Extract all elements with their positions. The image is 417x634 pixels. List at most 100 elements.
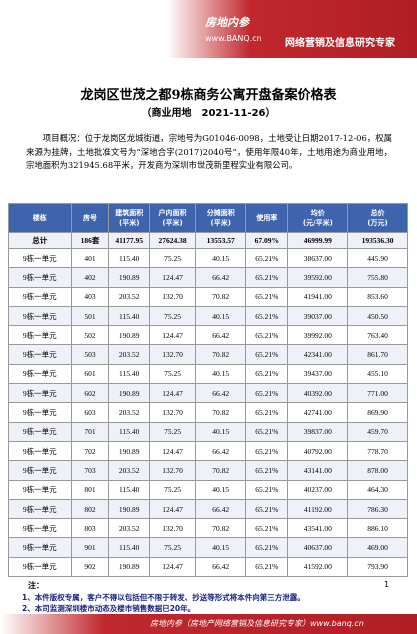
cell: 38637.00 xyxy=(287,247,349,269)
cell: 869.90 xyxy=(347,402,408,423)
cell: 503 xyxy=(70,344,110,365)
cell: 203.52 xyxy=(108,518,150,539)
cell: 203.52 xyxy=(108,460,150,481)
subtitle: （商业用地 2021-11-26） xyxy=(141,108,276,119)
cell: 42741.00 xyxy=(287,402,349,423)
cell: 755.80 xyxy=(347,267,408,288)
row: 9栋一单元 401 115.40 75.25 40.15 65.21% 38637.00 44… xyxy=(8,247,408,269)
cell: 203.52 xyxy=(108,344,150,365)
cell: 786.30 xyxy=(347,498,408,520)
row: 9栋一单元 601 115.40 75.25 40.15 65.21% 39437.00 45… xyxy=(8,363,408,385)
total-row: 总计 186套 41177.95 27624.38 13553.57 67.09% 4699… xyxy=(8,232,408,249)
row: 9栋一单元 402 190.89 124.47 66.42 65.21% 39592.00 7… xyxy=(8,267,408,288)
cell: 65.21% xyxy=(245,518,289,539)
cell: 132.70 xyxy=(148,402,197,423)
row: 9栋一单元 403 203.52 132.70 70.82 65.21% 41941.00 8… xyxy=(8,286,408,307)
cell: 403 xyxy=(70,286,110,307)
cell: 41592.00 xyxy=(287,556,349,578)
cell: 9栋一单元 xyxy=(8,363,72,385)
cell: 9栋一单元 xyxy=(8,498,72,520)
cell: 115.40 xyxy=(108,363,150,385)
cell: 39037.00 xyxy=(287,305,349,327)
cell: 886.10 xyxy=(347,518,408,539)
cell: 70.82 xyxy=(195,518,247,539)
note: 2、本司监测深圳楼市动态及楼市销售数据已20年。 xyxy=(22,604,196,613)
cell: 65.21% xyxy=(245,247,289,269)
cell: 115.40 xyxy=(108,479,150,500)
row: 9栋一单元 501 115.40 75.25 40.15 65.21% 39037.00 45… xyxy=(8,305,408,327)
slogan: 网络营销及信息研究专家 xyxy=(285,38,395,49)
row: 9栋一单元 503 203.52 132.70 70.82 65.21% 42341.00 8… xyxy=(8,344,408,365)
cell: 66.42 xyxy=(195,440,247,462)
row: 9栋一单元 803 203.52 132.70 70.82 65.21% 43541.00 8… xyxy=(8,518,408,539)
footer-banner xyxy=(0,614,417,634)
header-row: 楼栋 房号 建筑面积 (平米) 户内面积 (平米) 分摊面积 (平米) 使用率 均价 (元/… xyxy=(8,203,408,233)
price-table: 楼栋 房号 建筑面积 (平米) 户内面积 (平米) 分摊面积 (平米) 使用率 均价 (元/… xyxy=(8,203,408,578)
note: 1、本件版权专属，客户不得以包括但不限于转发、抄送等形式将本件向第三方泄露。 xyxy=(22,593,305,602)
header-banner xyxy=(0,0,417,58)
cell: 603 xyxy=(70,402,110,423)
cell: 75.25 xyxy=(148,247,197,269)
cell: 702 xyxy=(70,440,110,462)
cell: 9栋一单元 xyxy=(8,383,72,404)
cell: 115.40 xyxy=(108,537,150,558)
cell: 40.15 xyxy=(195,363,247,385)
cell: 40.15 xyxy=(195,305,247,327)
cell: 190.89 xyxy=(108,383,150,404)
cell: 70.82 xyxy=(195,344,247,365)
cell: 9栋一单元 xyxy=(8,537,72,558)
cell: 41177.95 xyxy=(108,232,150,249)
cell: 65.21% xyxy=(245,440,289,462)
cell: 65.21% xyxy=(245,267,289,288)
cell: 203.52 xyxy=(108,402,150,423)
cell: 40237.00 xyxy=(287,479,349,500)
cell: 853.60 xyxy=(347,286,408,307)
column-header: 使用率 xyxy=(245,203,289,233)
cell: 9栋一单元 xyxy=(8,305,72,327)
cell: 445.90 xyxy=(347,247,408,269)
cell: 401 xyxy=(70,247,110,269)
row: 9栋一单元 701 115.40 75.25 40.15 65.21% 39837.00 45… xyxy=(8,421,408,442)
cell: 9栋一单元 xyxy=(8,479,72,500)
column-header: 建筑面积 (平米) xyxy=(108,203,150,233)
row: 9栋一单元 502 190.89 124.47 66.42 65.21% 39992.00 7… xyxy=(8,325,408,346)
column-header: 总价 (万元) xyxy=(347,203,408,233)
cell: 39837.00 xyxy=(287,421,349,442)
cell: 132.70 xyxy=(148,286,197,307)
cell: 66.42 xyxy=(195,556,247,578)
cell: 66.42 xyxy=(195,325,247,346)
cell: 203.52 xyxy=(108,286,150,307)
cell: 124.47 xyxy=(148,383,197,404)
cell: 75.25 xyxy=(148,421,197,442)
cell: 65.21% xyxy=(245,421,289,442)
cell: 459.70 xyxy=(347,421,408,442)
cell: 40792.00 xyxy=(287,440,349,462)
cell: 902 xyxy=(70,556,110,578)
cell: 66.42 xyxy=(195,383,247,404)
cell: 9栋一单元 xyxy=(8,556,72,578)
cell: 40.15 xyxy=(195,247,247,269)
cell: 190.89 xyxy=(108,556,150,578)
cell: 9栋一单元 xyxy=(8,518,72,539)
cell: 878.00 xyxy=(347,460,408,481)
cell: 66.42 xyxy=(195,498,247,520)
cell: 124.47 xyxy=(148,267,197,288)
cell: 703 xyxy=(70,460,110,481)
row: 9栋一单元 801 115.40 75.25 40.15 65.21% 40237.00 46… xyxy=(8,479,408,500)
cell: 75.25 xyxy=(148,537,197,558)
cell: 132.70 xyxy=(148,518,197,539)
cell: 13553.57 xyxy=(195,232,247,249)
cell: 9栋一单元 xyxy=(8,267,72,288)
cell: 9栋一单元 xyxy=(8,421,72,442)
cell: 9栋一单元 xyxy=(8,460,72,481)
cell: 67.09% xyxy=(245,232,289,249)
cell: 124.47 xyxy=(148,556,197,578)
cell: 65.21% xyxy=(245,556,289,578)
cell: 70.82 xyxy=(195,286,247,307)
cell: 802 xyxy=(70,498,110,520)
cell: 75.25 xyxy=(148,305,197,327)
column-header: 户内面积 (平米) xyxy=(148,203,197,233)
cell: 39592.00 xyxy=(287,267,349,288)
cell: 65.21% xyxy=(245,402,289,423)
row: 9栋一单元 703 203.52 132.70 70.82 65.21% 43141.00 8… xyxy=(8,460,408,481)
